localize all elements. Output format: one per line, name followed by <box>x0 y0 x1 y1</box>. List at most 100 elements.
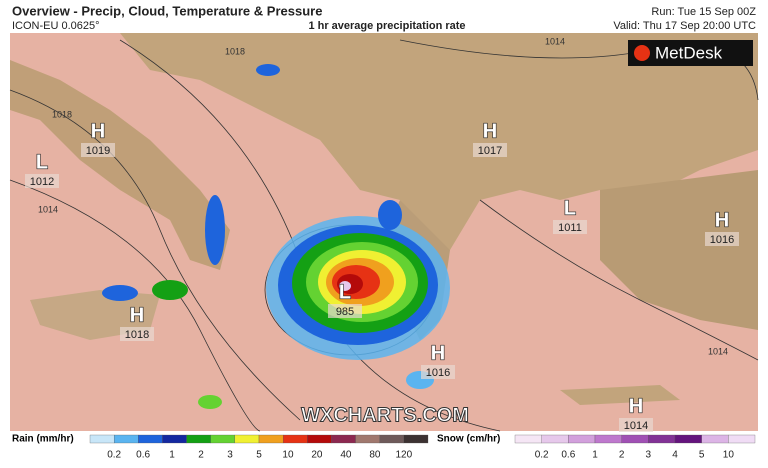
legend-tick-label: 120 <box>396 450 413 461</box>
legend-tick-label: 1 <box>592 450 598 461</box>
pressure-symbol: L <box>36 151 48 173</box>
pressure-label-bg <box>81 143 115 157</box>
pressure-value: 1014 <box>624 420 648 432</box>
legend-tick-label: 20 <box>311 450 323 461</box>
legend-swatch <box>621 434 649 444</box>
pressure-label-bg <box>619 418 653 432</box>
legend-tick-label: 10 <box>723 450 735 461</box>
legend-swatch <box>674 434 702 444</box>
legends: 0.2 0.6 1 2 3 5 10 20 40 80 120 0.2 0.6 1 2 3 4 5 10 <box>89 434 756 461</box>
legend-swatch <box>403 434 429 444</box>
pressure-label-bg <box>421 365 455 379</box>
subtitle: 1 hr average precipitation rate <box>308 20 465 32</box>
isobar-label: 1014 <box>545 36 565 46</box>
logo: MetDesk <box>655 43 723 62</box>
pressure-value: 1017 <box>478 145 502 157</box>
legend-swatch <box>648 434 676 444</box>
isobar-label: 1018 <box>225 46 245 56</box>
pressure-value: 985 <box>336 306 354 318</box>
run: Run: Tue 15 Sep 00Z <box>651 6 756 18</box>
land-turkey <box>600 170 758 330</box>
legend-tick-label: 40 <box>340 450 352 461</box>
legend-swatch <box>186 434 211 444</box>
pressure-symbol: H <box>483 120 497 142</box>
isobar-label: 1018 <box>52 109 72 119</box>
pressure-label-bg <box>553 220 587 234</box>
legend-tick-label: 0.6 <box>136 450 150 461</box>
rain-area <box>102 285 138 301</box>
legend-swatch <box>331 434 356 444</box>
legend-tick-label: 2 <box>619 450 625 461</box>
title: Overview - Precip, Cloud, Temperature & … <box>12 3 322 18</box>
legend-swatch <box>355 434 380 444</box>
rain-area <box>378 200 402 230</box>
pressure-label-bg <box>473 143 507 157</box>
model: ICON-EU 0.0625° <box>12 20 100 32</box>
snow-legend-title: Snow (cm/hr) <box>437 434 500 445</box>
isobar <box>9 179 261 432</box>
legend-tick-label: 10 <box>282 450 294 461</box>
isobar-label: 1014 <box>38 204 58 214</box>
legend-tick-label: 3 <box>227 450 233 461</box>
pressure-label-bg <box>328 304 362 318</box>
isobar <box>9 89 301 421</box>
rain-area <box>152 280 188 300</box>
map: 1018 1014 1018 1014 1014 H 1019 L 1012 H 1018… <box>9 33 759 432</box>
legend-tick-label: 2 <box>198 450 204 461</box>
isobar <box>479 199 759 361</box>
rain-legend-title: Rain (mm/hr) <box>12 434 74 445</box>
legend-swatch <box>89 434 115 444</box>
legend-tick-label: 0.6 <box>561 450 575 461</box>
pressure-symbol: H <box>715 209 729 231</box>
pressure-symbol: L <box>339 281 351 303</box>
legend-swatch <box>701 434 729 444</box>
land-crete <box>560 385 680 405</box>
pressure-value: 1019 <box>86 145 110 157</box>
valid: Valid: Thu 17 Sep 20:00 UTC <box>613 20 756 32</box>
legend-swatch <box>282 434 308 444</box>
pressure-value: 1018 <box>125 329 149 341</box>
legend-swatch <box>258 434 284 444</box>
legend-swatch <box>307 434 332 444</box>
rain-area <box>205 195 225 265</box>
legend-tick-label: 0.2 <box>535 450 549 461</box>
isobar-label: 1014 <box>708 346 728 356</box>
storm-eye <box>339 281 351 291</box>
legend-tick-label: 0.2 <box>107 450 121 461</box>
rain-area <box>256 64 280 76</box>
pressure-value: 1016 <box>710 234 734 246</box>
pressure-value: 1011 <box>558 222 582 234</box>
watermark: WXCHARTS.COM <box>301 404 469 426</box>
land-balkans <box>10 33 758 250</box>
legend-swatch <box>113 434 139 444</box>
legend-tick-label: 1 <box>169 450 175 461</box>
legend-swatch <box>138 434 163 444</box>
legend-swatch <box>379 434 405 444</box>
pressure-value: 1012 <box>30 176 54 188</box>
pressure-label-bg <box>25 174 59 188</box>
rain-area <box>198 395 222 409</box>
legend-tick-label: 4 <box>672 450 678 461</box>
legend-tick-label: 80 <box>369 450 381 461</box>
land-italy <box>10 60 230 270</box>
pressure-symbol: H <box>629 395 643 417</box>
pressure-label-bg <box>705 232 739 246</box>
legend-swatch <box>162 434 187 444</box>
legend-tick-label: 5 <box>699 450 705 461</box>
legend-tick-label: 3 <box>646 450 652 461</box>
pressure-label-bg <box>120 327 154 341</box>
legend-swatch <box>541 434 569 444</box>
legend-swatch <box>568 434 596 444</box>
legend-swatch <box>728 434 756 444</box>
precipitation <box>102 64 450 409</box>
logo-icon <box>634 45 650 61</box>
legend-swatch <box>514 434 542 444</box>
legend-swatch <box>234 434 260 444</box>
pressure-value: 1016 <box>426 367 450 379</box>
legend-swatch <box>594 434 622 444</box>
legend-tick-label: 5 <box>256 450 262 461</box>
pressure-symbol: L <box>564 197 576 219</box>
pressure-symbol: H <box>431 342 445 364</box>
legend-swatch <box>210 434 236 444</box>
